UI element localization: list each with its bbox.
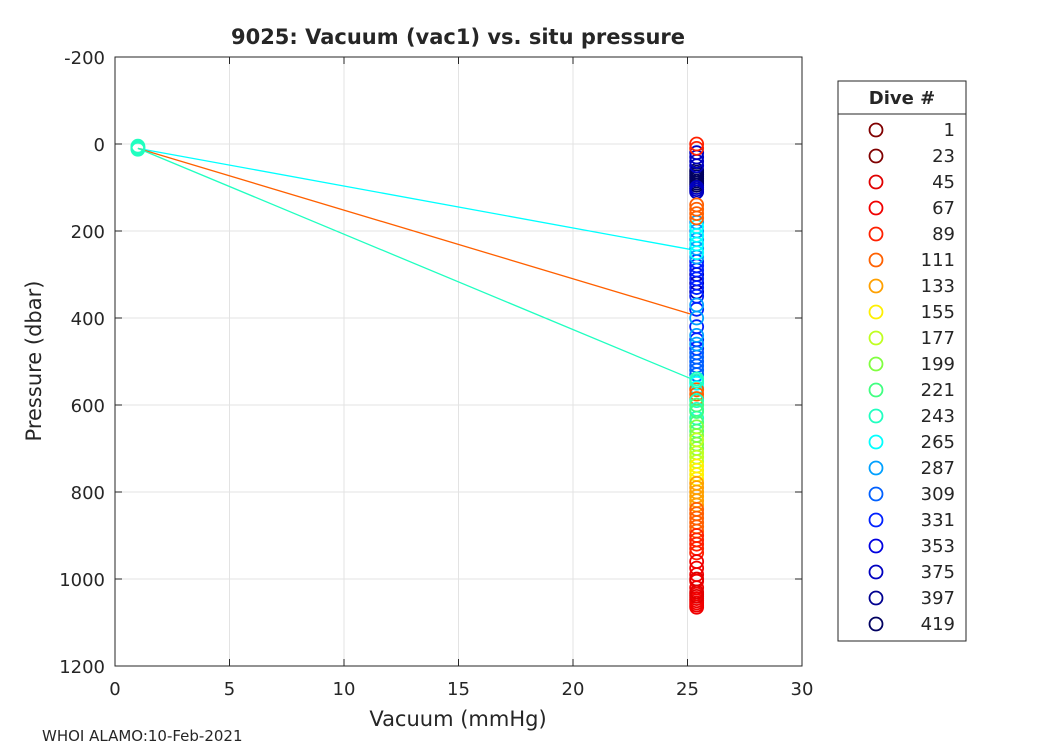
data-point <box>689 589 705 604</box>
data-point <box>689 393 705 409</box>
y-tick-label: 1200 <box>59 657 105 678</box>
data-point <box>689 373 705 389</box>
legend-marker <box>868 434 884 450</box>
data-point <box>689 397 705 413</box>
data-point <box>689 245 705 261</box>
footer-stamp: WHOI ALAMO:10-Feb-2021 <box>42 727 243 745</box>
legend-label: 23 <box>932 146 955 167</box>
legend-marker <box>868 356 884 372</box>
data-point <box>689 536 705 552</box>
x-tick-label: 30 <box>791 679 814 700</box>
data-point <box>689 301 705 317</box>
legend-label: 265 <box>921 432 955 453</box>
data-point <box>689 280 705 295</box>
legend-label: 67 <box>932 198 955 219</box>
data-point <box>689 210 705 226</box>
connector-lines <box>137 147 697 382</box>
data-point <box>689 140 705 156</box>
chart-title: 9025: Vacuum (vac1) vs. situ pressure <box>231 25 685 49</box>
legend-marker <box>868 408 884 424</box>
legend-label: 45 <box>932 172 955 193</box>
data-point <box>689 584 705 600</box>
legend-label: 1 <box>944 120 955 141</box>
connector-line <box>137 147 697 382</box>
legend-label: 111 <box>921 250 955 271</box>
legend-marker <box>868 590 884 606</box>
legend-label: 419 <box>921 614 955 635</box>
data-point <box>689 227 705 243</box>
x-axis-label: Vacuum (mmHg) <box>369 707 546 731</box>
legend-marker <box>868 252 884 268</box>
y-tick-label: 1000 <box>59 570 105 591</box>
data-point <box>689 545 705 561</box>
legend-marker <box>868 122 884 138</box>
legend-label: 199 <box>921 354 955 375</box>
x-tick-label: 0 <box>109 679 120 700</box>
y-tick-label: 200 <box>71 222 105 243</box>
x-tick-label: 5 <box>224 679 235 700</box>
data-point <box>689 310 705 326</box>
legend-marker <box>868 486 884 502</box>
connector-line <box>137 147 697 317</box>
data-point <box>689 382 705 398</box>
legend-marker <box>868 460 884 476</box>
data-point <box>689 206 705 222</box>
y-axis-label: Pressure (dbar) <box>22 281 46 442</box>
legend-label: 221 <box>921 380 955 401</box>
legend-marker <box>868 278 884 294</box>
legend-marker <box>868 200 884 216</box>
x-tick-label: 25 <box>676 679 699 700</box>
legend: Dive # 1 23 45 67 89 111 133 155 177 199 221 243 265… <box>837 80 967 642</box>
legend-box <box>837 80 967 642</box>
y-axis-ticks: -200 0 200 400 600 800 1000 1200 <box>59 48 802 678</box>
legend-label: 397 <box>921 588 955 609</box>
legend-marker <box>868 616 884 632</box>
legend-title: Dive # <box>869 88 935 109</box>
legend-label: 133 <box>921 276 955 297</box>
y-tick-label: 0 <box>94 135 105 156</box>
legend-label: 309 <box>921 484 955 505</box>
data-point <box>689 136 705 152</box>
y-tick-label: 800 <box>71 483 105 504</box>
x-tick-label: 10 <box>333 679 356 700</box>
legend-label: 243 <box>921 406 955 427</box>
legend-label: 353 <box>921 536 955 557</box>
legend-label: 177 <box>921 328 955 349</box>
legend-label: 375 <box>921 562 955 583</box>
data-point <box>689 158 705 174</box>
data-point <box>689 336 705 352</box>
legend-marker <box>868 512 884 528</box>
x-tick-label: 15 <box>447 679 470 700</box>
data-point <box>689 404 705 419</box>
data-point <box>689 201 705 217</box>
x-tick-label: 20 <box>562 679 585 700</box>
data-point <box>130 141 146 157</box>
legend-label: 287 <box>921 458 955 479</box>
legend-label: 155 <box>921 302 955 323</box>
data-point <box>689 599 705 615</box>
legend-marker <box>868 382 884 398</box>
legend-marker <box>868 330 884 346</box>
connector-line <box>137 147 697 252</box>
legend-marker <box>868 148 884 164</box>
data-point <box>689 271 705 287</box>
data-point <box>689 236 705 252</box>
x-axis-ticks: 0 5 10 15 20 25 30 <box>109 57 813 700</box>
legend-marker <box>868 304 884 320</box>
legend-label: 89 <box>932 224 955 245</box>
legend-entries: 1 23 45 67 89 111 133 155 177 199 221 243 265 287 309 3… <box>868 120 955 635</box>
legend-label: 331 <box>921 510 955 531</box>
legend-marker <box>868 226 884 242</box>
y-tick-label: -200 <box>64 48 105 69</box>
legend-marker <box>868 564 884 580</box>
legend-marker <box>868 174 884 190</box>
data-point <box>689 327 705 343</box>
y-tick-label: 600 <box>71 396 105 417</box>
y-tick-label: 400 <box>71 309 105 330</box>
data-points <box>130 136 705 615</box>
legend-marker <box>868 538 884 554</box>
